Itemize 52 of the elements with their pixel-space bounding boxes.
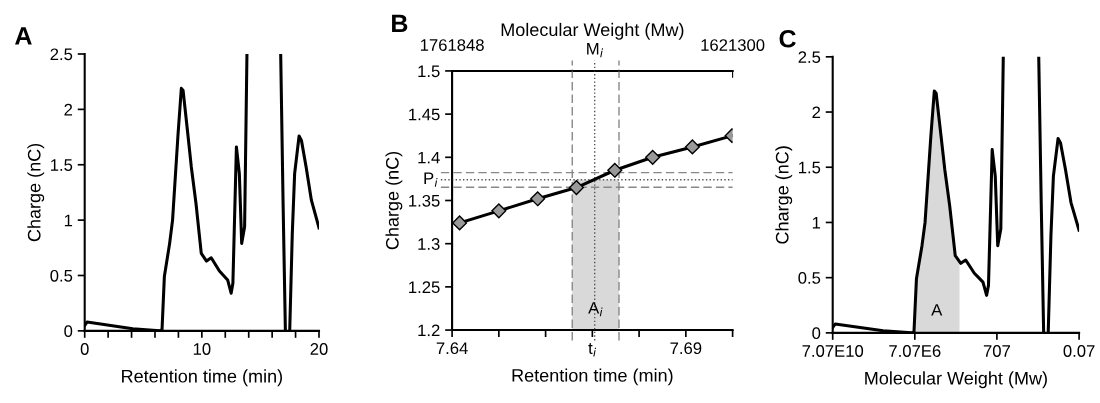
y-tick-label: 2 [812, 106, 821, 119]
y-tick-label: 2.5 [798, 51, 821, 64]
x-axis-title: Retention time (min) [512, 368, 673, 386]
point [568, 179, 585, 196]
y-axis-title: Charge (nC) [775, 146, 793, 244]
y-tick-label: 0.5 [798, 272, 821, 284]
y-tick-label: 2.5 [50, 48, 73, 61]
y-tick-label: 1.5 [799, 161, 821, 174]
y-tick-label: 1.5 [418, 65, 440, 78]
ref-line-label: M$_{i}$ [587, 43, 603, 58]
x-tick-label: 0 [80, 343, 89, 355]
point [645, 149, 661, 165]
y-tick-label: 0.5 [50, 269, 73, 282]
y-tick-label: 1 [64, 214, 73, 227]
y-tick-label: 1.25 [409, 281, 440, 294]
x-axis-title: Retention time (min) [122, 369, 283, 387]
point [607, 162, 623, 178]
chart-title: B [392, 14, 408, 33]
annotation: A$_{i}$ [588, 302, 603, 317]
y-tick-label: 1.5 [51, 159, 73, 171]
x-tick-label: 7.64 [436, 342, 468, 355]
x-tick-label: 7.07E6 [889, 345, 941, 357]
x-tick-label: 707 [983, 345, 1010, 357]
x-tick-label: 20 [310, 343, 328, 355]
point [530, 191, 546, 207]
point [684, 139, 700, 155]
x2-tick-label: 1621300 [701, 39, 765, 51]
annotation: A [931, 304, 943, 316]
x2-axis-title: Molecular Weight (Mw) [501, 22, 684, 40]
y-tick-label: 1.45 [409, 108, 440, 121]
y-tick-label: 0 [64, 325, 73, 338]
y-tick-label: 0 [812, 327, 821, 340]
x-tick-label: t$_{i}$ [588, 343, 597, 357]
y-axis-title: Charge (nC) [385, 151, 403, 250]
y-tick-label: 1.2 [418, 324, 440, 337]
y-tick-label: 1.3 [418, 238, 440, 250]
chart-title: A [15, 27, 32, 45]
x-tick-label: 7.69 [670, 342, 702, 355]
x-axis-title: Molecular Weight (Mw) [865, 371, 1047, 389]
y-tick-label: 1 [812, 217, 821, 229]
ref-line-label: P$_{i}$ [424, 172, 438, 187]
point [452, 215, 468, 231]
y-axis-title: Charge (nC) [27, 143, 45, 242]
y-tick-label: 2 [64, 103, 73, 116]
x2-tick-label: 1761848 [420, 39, 484, 51]
point [491, 203, 507, 219]
x-tick-label: 0.07 [1063, 345, 1095, 357]
y-tick-label: 1.4 [418, 151, 440, 164]
chart-title: C [779, 29, 796, 48]
x-tick-label: 7.07E10 [802, 345, 864, 357]
y-tick-label: 1.35 [409, 194, 440, 207]
x-tick-label: 10 [193, 343, 211, 355]
